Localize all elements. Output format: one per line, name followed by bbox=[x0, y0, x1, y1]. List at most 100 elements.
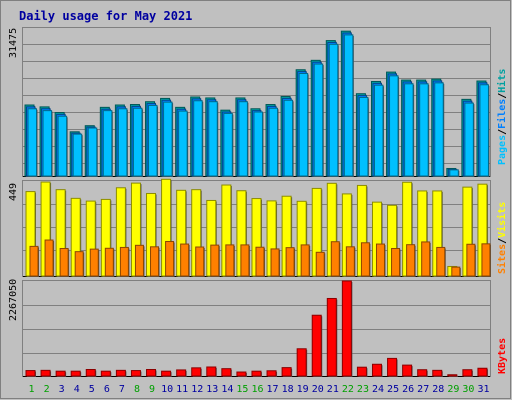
day-label-31: 31 bbox=[477, 384, 489, 395]
day-label-23: 23 bbox=[357, 384, 369, 395]
kbytes-bar-9 bbox=[146, 369, 157, 377]
panel-2-legend: Sites/Visits bbox=[496, 202, 508, 274]
legend-kbytes: KBytes bbox=[497, 338, 508, 374]
kbytes-bar-10 bbox=[161, 370, 172, 377]
visits-bar-4 bbox=[74, 251, 84, 277]
pages-bar-27 bbox=[419, 83, 429, 177]
legend-sep1: / bbox=[497, 129, 508, 135]
pages-bar-16 bbox=[253, 111, 263, 177]
day-label-15: 15 bbox=[236, 384, 248, 395]
visits-bar-24 bbox=[375, 243, 385, 277]
kbytes-bar-11 bbox=[176, 369, 187, 377]
pages-bar-29 bbox=[449, 169, 459, 177]
pages-bar-30 bbox=[464, 102, 474, 177]
day-label-20: 20 bbox=[312, 384, 324, 395]
kbytes-bar-7 bbox=[115, 369, 126, 377]
visits-bar-29 bbox=[451, 266, 461, 277]
day-label-9: 9 bbox=[149, 384, 155, 395]
visits-bar-22 bbox=[345, 246, 355, 277]
visits-bar-27 bbox=[421, 241, 431, 277]
day-label-12: 12 bbox=[191, 384, 203, 395]
day-label-24: 24 bbox=[372, 384, 384, 395]
day-label-29: 29 bbox=[447, 384, 459, 395]
day-label-5: 5 bbox=[89, 384, 95, 395]
kbytes-bar-26 bbox=[402, 364, 413, 377]
visits-bar-2 bbox=[44, 239, 54, 277]
day-label-16: 16 bbox=[251, 384, 263, 395]
visits-bar-16 bbox=[255, 246, 265, 277]
visits-bar-21 bbox=[330, 241, 340, 277]
day-label-28: 28 bbox=[432, 384, 444, 395]
pages-bar-23 bbox=[358, 96, 369, 177]
day-label-11: 11 bbox=[176, 384, 188, 395]
visits-bar-5 bbox=[89, 248, 99, 277]
kbytes-bar-8 bbox=[130, 370, 141, 377]
day-label-1: 1 bbox=[29, 384, 35, 395]
kbytes-bar-24 bbox=[371, 363, 382, 377]
day-label-6: 6 bbox=[104, 384, 110, 395]
visits-bar-14 bbox=[225, 244, 235, 277]
pages-bar-4 bbox=[72, 133, 83, 177]
kbytes-bar-18 bbox=[281, 367, 292, 377]
pages-bar-15 bbox=[238, 101, 248, 177]
kbytes-bar-2 bbox=[40, 369, 51, 377]
day-label-17: 17 bbox=[267, 384, 279, 395]
day-label-14: 14 bbox=[221, 384, 233, 395]
visits-bar-7 bbox=[119, 246, 129, 277]
kbytes-bar-4 bbox=[70, 370, 81, 377]
visits-bar-10 bbox=[165, 241, 175, 277]
day-label-2: 2 bbox=[44, 384, 50, 395]
pages-bar-19 bbox=[298, 72, 309, 177]
legend-pages: Pages bbox=[497, 135, 508, 165]
pages-bar-8 bbox=[132, 107, 143, 177]
pages-bar-25 bbox=[389, 75, 399, 177]
day-label-4: 4 bbox=[74, 384, 80, 395]
pages-bar-5 bbox=[87, 127, 98, 177]
pages-bar-21 bbox=[328, 43, 339, 177]
visits-bar-18 bbox=[285, 247, 295, 277]
day-label-26: 26 bbox=[402, 384, 414, 395]
day-label-18: 18 bbox=[282, 384, 294, 395]
kbytes-bar-14 bbox=[221, 368, 232, 377]
day-label-22: 22 bbox=[342, 384, 354, 395]
pages-bar-13 bbox=[208, 101, 218, 177]
kbytes-bar-25 bbox=[387, 357, 398, 377]
pages-bar-26 bbox=[404, 83, 414, 177]
pages-bar-12 bbox=[193, 100, 203, 177]
chart-title: Daily usage for May 2021 bbox=[19, 9, 192, 23]
pages-bar-24 bbox=[373, 84, 384, 177]
kbytes-bar-6 bbox=[100, 370, 111, 377]
visits-bar-1 bbox=[29, 245, 39, 277]
pages-bar-6 bbox=[102, 110, 113, 177]
day-label-27: 27 bbox=[417, 384, 429, 395]
visits-bar-17 bbox=[270, 248, 280, 277]
visits-bar-3 bbox=[59, 247, 69, 277]
kbytes-bar-1 bbox=[25, 370, 36, 377]
kbytes-bar-17 bbox=[266, 370, 277, 377]
pages-bar-14 bbox=[223, 112, 233, 177]
day-label-19: 19 bbox=[297, 384, 309, 395]
legend-sites: Sites bbox=[496, 244, 508, 274]
visits-bar-11 bbox=[180, 243, 190, 277]
visits-bar-25 bbox=[391, 247, 401, 277]
kbytes-bar-21 bbox=[326, 297, 337, 377]
visits-bar-9 bbox=[150, 246, 160, 277]
pages-bar-2 bbox=[42, 110, 53, 177]
kbytes-bar-27 bbox=[417, 369, 428, 377]
day-label-25: 25 bbox=[387, 384, 399, 395]
visits-bar-26 bbox=[406, 244, 416, 277]
day-label-8: 8 bbox=[134, 384, 140, 395]
visits-bar-20 bbox=[315, 251, 325, 277]
kbytes-bar-20 bbox=[311, 314, 322, 377]
kbytes-bar-22 bbox=[341, 280, 352, 377]
visits-bar-23 bbox=[360, 242, 370, 277]
visits-bar-13 bbox=[210, 244, 220, 277]
panel-2-max-label: 449 bbox=[8, 183, 19, 201]
visits-bar-15 bbox=[240, 244, 250, 277]
day-label-30: 30 bbox=[462, 384, 474, 395]
kbytes-bar-12 bbox=[191, 367, 202, 377]
kbytes-bar-29 bbox=[447, 374, 458, 377]
day-label-7: 7 bbox=[119, 384, 125, 395]
